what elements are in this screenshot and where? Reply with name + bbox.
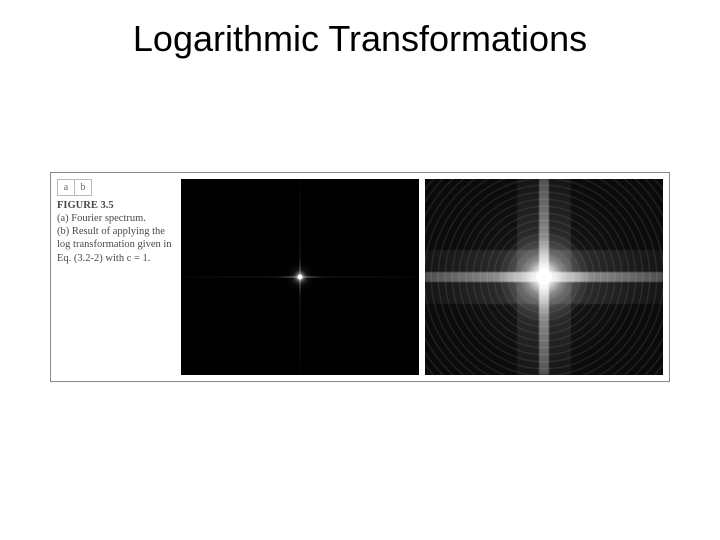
panel-label-row: a b xyxy=(57,179,175,196)
panel-b-log-transformed xyxy=(425,179,663,375)
figure-caption-a: (a) Fourier spectrum. xyxy=(57,212,175,225)
panel-a-center-spot xyxy=(298,275,303,280)
panel-a-fourier-spectrum xyxy=(181,179,419,375)
figure-caption-b: (b) Result of applying the log transform… xyxy=(57,225,175,264)
slide: Logarithmic Transformations a b FIGURE 3… xyxy=(0,0,720,540)
panel-b-center-core xyxy=(536,269,552,285)
figure-container: a b FIGURE 3.5 (a) Fourier spectrum. (b)… xyxy=(50,172,670,382)
figure-caption-column: a b FIGURE 3.5 (a) Fourier spectrum. (b)… xyxy=(57,179,175,265)
figure-number: FIGURE 3.5 xyxy=(57,199,175,212)
panel-label-a: a xyxy=(57,179,75,196)
slide-title: Logarithmic Transformations xyxy=(0,18,720,60)
panel-label-b: b xyxy=(75,179,92,196)
